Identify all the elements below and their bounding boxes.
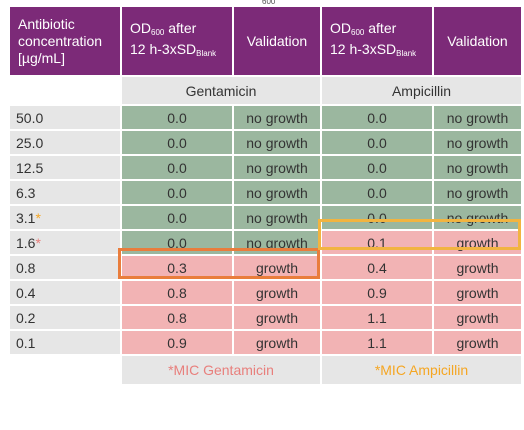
header-fragment: 600: [262, 0, 276, 6]
ampicillin-od-cell: 0.0: [320, 129, 434, 156]
footer-row: *MIC Gentamicin *MIC Ampicillin: [8, 354, 523, 386]
mic-marker: *: [35, 209, 41, 226]
gentamicin-od-cell: 0.0: [120, 204, 234, 231]
od-label: OD: [130, 20, 151, 36]
gentamicin-validation-cell: growth: [232, 304, 322, 331]
concentration-value: 0.1: [16, 334, 36, 351]
gentamicin-od-cell: 0.8: [120, 279, 234, 306]
ampicillin-validation-cell: growth: [432, 279, 523, 306]
table-row: 6.3 0.0 no growth 0.0 no growth: [8, 179, 523, 206]
concentration-cell: 25.0: [8, 129, 122, 156]
blank-cell: [8, 75, 122, 106]
ampicillin-od-cell: 0.0: [320, 179, 434, 206]
table-row: 25.0 0.0 no growth 0.0 no growth: [8, 129, 523, 156]
ampicillin-validation-header: Validation: [432, 5, 523, 77]
gentamicin-od-cell: 0.0: [120, 104, 234, 131]
gentamicin-od-cell: 0.0: [120, 229, 234, 256]
blank-cell: [8, 354, 122, 386]
gentamicin-od-cell: 0.9: [120, 329, 234, 356]
table-row: 0.8 0.3 growth 0.4 growth: [8, 254, 523, 281]
od-after: after: [364, 20, 397, 36]
concentration-cell: 6.3: [8, 179, 122, 206]
concentration-cell: 0.1: [8, 329, 122, 356]
od-subscript: 600: [151, 28, 165, 37]
ampicillin-validation-cell: no growth: [432, 179, 523, 206]
ampicillin-od-cell: 0.0: [320, 104, 434, 131]
concentration-value: 0.2: [16, 309, 36, 326]
concentration-value: 0.8: [16, 259, 36, 276]
gentamicin-validation-cell: no growth: [232, 204, 322, 231]
ampicillin-validation-cell: no growth: [432, 129, 523, 156]
gentamicin-od-header: OD600 after 12 h-3xSDBlank: [120, 5, 234, 77]
concentration-value: 1.6: [16, 234, 36, 251]
gentamicin-validation-cell: no growth: [232, 179, 322, 206]
ampicillin-od-cell: 1.1: [320, 329, 434, 356]
gentamicin-od-cell: 0.0: [120, 129, 234, 156]
concentration-value: 12.5: [16, 159, 44, 176]
table-row: 1.6* 0.0 no growth 0.1 growth: [8, 229, 523, 256]
ampicillin-validation-cell: growth: [432, 254, 523, 281]
od-label: OD: [330, 20, 351, 36]
table-row: 0.4 0.8 growth 0.9 growth: [8, 279, 523, 306]
gentamicin-validation-cell: growth: [232, 279, 322, 306]
ampicillin-label: Ampicillin: [320, 75, 523, 106]
gentamicin-validation-cell: no growth: [232, 104, 322, 131]
ampicillin-validation-cell: no growth: [432, 204, 523, 231]
gentamicin-validation-cell: growth: [232, 254, 322, 281]
mic-results-table: Antibiotic concentration [µg/mL] OD600 a…: [8, 5, 523, 386]
gentamicin-od-cell: 0.0: [120, 154, 234, 181]
gentamicin-od-cell: 0.0: [120, 179, 234, 206]
concentration-value: 0.4: [16, 284, 36, 301]
ampicillin-od-cell: 0.4: [320, 254, 434, 281]
gentamicin-od-cell: 0.8: [120, 304, 234, 331]
ampicillin-od-cell: 0.0: [320, 154, 434, 181]
gentamicin-validation-cell: no growth: [232, 154, 322, 181]
ampicillin-od-header: OD600 after 12 h-3xSDBlank: [320, 5, 434, 77]
od-line2-subscript: Blank: [396, 49, 417, 58]
od-after: after: [164, 20, 197, 36]
table-header-row: Antibiotic concentration [µg/mL] OD600 a…: [8, 5, 523, 77]
concentration-cell: 12.5: [8, 154, 122, 181]
antibiotic-name-row: Gentamicin Ampicillin: [8, 75, 523, 106]
gentamicin-validation-cell: growth: [232, 329, 322, 356]
table-row: 50.0 0.0 no growth 0.0 no growth: [8, 104, 523, 131]
od-subscript: 600: [351, 28, 365, 37]
mic-marker: *: [35, 234, 41, 251]
table-row: 12.5 0.0 no growth 0.0 no growth: [8, 154, 523, 181]
gentamicin-od-cell: 0.3: [120, 254, 234, 281]
gentamicin-validation-header: Validation: [232, 5, 322, 77]
table-body: 50.0 0.0 no growth 0.0 no growth 25.0 0.0 no gr…: [8, 104, 523, 356]
concentration-cell: 0.2: [8, 304, 122, 331]
od-line2-subscript: Blank: [196, 49, 217, 58]
ampicillin-validation-cell: growth: [432, 229, 523, 256]
concentration-value: 3.1: [16, 209, 36, 226]
concentration-header: Antibiotic concentration [µg/mL]: [8, 5, 122, 77]
table-row: 0.1 0.9 growth 1.1 growth: [8, 329, 523, 356]
ampicillin-validation-cell: growth: [432, 304, 523, 331]
concentration-cell: 50.0: [8, 104, 122, 131]
ampicillin-od-cell: 0.9: [320, 279, 434, 306]
ampicillin-validation-cell: no growth: [432, 154, 523, 181]
concentration-cell: 0.8: [8, 254, 122, 281]
gentamicin-validation-cell: no growth: [232, 129, 322, 156]
concentration-value: 25.0: [16, 134, 44, 151]
od-line2: 12 h-3xSD: [330, 41, 397, 57]
concentration-cell: 0.4: [8, 279, 122, 306]
mic-ampicillin-legend: *MIC Ampicillin: [320, 354, 523, 386]
concentration-cell: 1.6*: [8, 229, 122, 256]
gentamicin-label: Gentamicin: [120, 75, 322, 106]
ampicillin-od-cell: 0.0: [320, 204, 434, 231]
ampicillin-od-cell: 0.1: [320, 229, 434, 256]
concentration-value: 6.3: [16, 184, 36, 201]
od-line2: 12 h-3xSD: [130, 41, 197, 57]
concentration-value: 50.0: [16, 109, 44, 126]
table-row: 0.2 0.8 growth 1.1 growth: [8, 304, 523, 331]
mic-gentamicin-legend: *MIC Gentamicin: [120, 354, 322, 386]
ampicillin-od-cell: 1.1: [320, 304, 434, 331]
ampicillin-validation-cell: no growth: [432, 104, 523, 131]
gentamicin-validation-cell: no growth: [232, 229, 322, 256]
ampicillin-validation-cell: growth: [432, 329, 523, 356]
table-row: 3.1* 0.0 no growth 0.0 no growth: [8, 204, 523, 231]
concentration-cell: 3.1*: [8, 204, 122, 231]
